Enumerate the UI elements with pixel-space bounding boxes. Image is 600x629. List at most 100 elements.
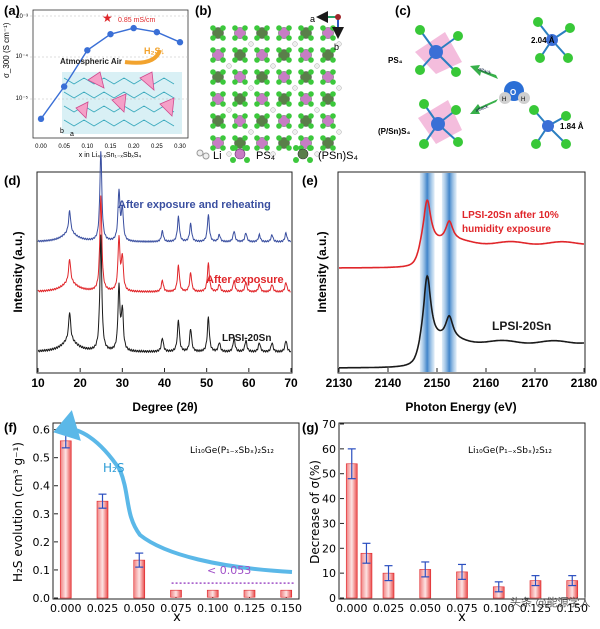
lattice-s-atom	[330, 91, 336, 97]
lattice-s-atom	[264, 79, 270, 85]
panel-c-attack1: attack	[477, 66, 492, 76]
lattice-s-atom	[232, 91, 238, 97]
lattice-s-atom	[210, 25, 216, 31]
panel-c-attack2: attack	[475, 104, 490, 114]
panel-e-series	[339, 199, 584, 369]
lattice-s-atom	[276, 101, 282, 107]
panel-e-xtick: 2130	[326, 376, 353, 390]
lattice-center-atom	[256, 137, 268, 149]
panel-a-h2s-label: H₂S↓	[144, 46, 165, 56]
f-ytick: 0.4	[33, 480, 51, 493]
axis-origin-icon	[335, 14, 341, 20]
lattice-s-atom	[330, 135, 336, 141]
lattice-s-atom	[286, 79, 292, 85]
lattice-s-atom	[276, 35, 282, 41]
lattice-s-atom	[286, 91, 292, 97]
panel-b-axis-a: a	[310, 14, 315, 24]
lattice-s-atom	[220, 91, 226, 97]
f-xtick: 0.125	[234, 602, 266, 615]
panel-f: (f) H₂S evolution (cm³ g⁻¹) x 0.00.10.20…	[4, 410, 302, 625]
lattice-s-atom	[254, 79, 260, 85]
lattice-s-atom	[286, 35, 292, 41]
lattice-s-atom	[298, 113, 304, 119]
lattice-center-atom	[278, 115, 290, 127]
lattice-center-atom	[256, 49, 268, 61]
lattice-s-atom	[286, 145, 292, 151]
lattice-center-atom	[300, 93, 312, 105]
panel-c-d1: 2.04 Å	[531, 36, 555, 45]
lattice-center-atom	[322, 137, 334, 149]
panel-a-series	[37, 24, 184, 123]
lattice-s-atom	[276, 135, 282, 141]
panel-f-h2s-label: H₂S	[103, 461, 124, 475]
lattice-li-atom	[292, 129, 298, 135]
lattice-center-atom	[300, 115, 312, 127]
lattice-s-atom	[254, 135, 260, 141]
panel-e-xtick: 2180	[571, 376, 598, 390]
lattice-center-atom	[278, 137, 290, 149]
lattice-li-atom	[336, 129, 342, 135]
lattice-s-atom	[242, 57, 248, 63]
lattice-li-atom	[336, 85, 342, 91]
panel-d-frame	[36, 171, 293, 374]
lattice-s-atom	[264, 47, 270, 53]
f-xtick: 0.000	[50, 602, 82, 615]
lattice-s-atom	[308, 79, 314, 85]
lattice-s-atom	[254, 91, 260, 97]
lattice-s-atom	[210, 123, 216, 129]
panel-a-point	[153, 28, 161, 36]
lattice-li-atom	[270, 63, 276, 69]
lattice-s-atom	[320, 57, 326, 63]
panel-e-frame	[337, 171, 586, 374]
panel-c-ps4: PS₄	[388, 56, 403, 65]
lattice-s-atom	[254, 69, 260, 75]
lattice-s-atom	[320, 35, 326, 41]
lattice-s-atom	[264, 113, 270, 119]
f-ytick: 0.6	[33, 424, 51, 437]
lattice-s-atom	[308, 135, 314, 141]
panel-a: (a) σ_300 (S cm⁻¹) 10⁻³ 10⁻⁴ 10⁻⁵ 0.00 0.…	[2, 3, 189, 159]
lattice-center-atom	[212, 115, 224, 127]
lattice-s-atom	[276, 145, 282, 151]
lattice-s-atom	[298, 35, 304, 41]
lattice-s-atom	[242, 123, 248, 129]
panel-f-xlabel: x	[173, 610, 181, 625]
panel-a-xtick: 0.25	[151, 144, 163, 150]
lattice-center-atom	[300, 27, 312, 39]
panel-e-xtick: 2140	[375, 376, 402, 390]
lattice-center-atom	[212, 49, 224, 61]
lattice-center-atom	[256, 115, 268, 127]
panel-a-point	[84, 47, 91, 54]
lattice-li-atom	[292, 41, 298, 47]
lattice-s-atom	[320, 145, 326, 151]
f-ytick: 0.0	[33, 592, 51, 605]
lattice-s-atom	[298, 101, 304, 107]
lattice-s-atom	[286, 113, 292, 119]
panel-g-frame	[338, 422, 586, 600]
panel-g-bars	[345, 448, 579, 599]
lattice-s-atom	[330, 145, 336, 151]
water-molecule-illustration	[499, 81, 530, 104]
g-xtick: 0.050	[410, 602, 442, 615]
lattice-s-atom	[232, 79, 238, 85]
lattice-s-atom	[298, 135, 304, 141]
lattice-s-atom	[220, 135, 226, 141]
g-ytick: 60	[322, 443, 336, 456]
lattice-s-atom	[264, 135, 270, 141]
lattice-li-atom	[226, 63, 232, 69]
panel-d-label-exposure: After exposure	[206, 274, 284, 286]
panel-e-xtick: 2160	[473, 376, 500, 390]
panel-d-xtick: 60	[242, 376, 256, 390]
panel-d-xtick: 30	[116, 376, 130, 390]
lattice-s-atom	[232, 25, 238, 31]
lattice-s-atom	[298, 91, 304, 97]
lattice-s-atom	[264, 101, 270, 107]
panel-c-h2: H	[521, 97, 525, 103]
lattice-s-atom	[308, 47, 314, 53]
crystal-structure-illustration	[62, 71, 182, 134]
lattice-s-atom	[298, 79, 304, 85]
panel-d-xtick: 10	[31, 376, 45, 390]
bottom-right-tetrahedron-illustration	[529, 105, 571, 149]
lattice-s-atom	[220, 69, 226, 75]
panel-a-ytick-0: 10⁻³	[16, 14, 28, 20]
